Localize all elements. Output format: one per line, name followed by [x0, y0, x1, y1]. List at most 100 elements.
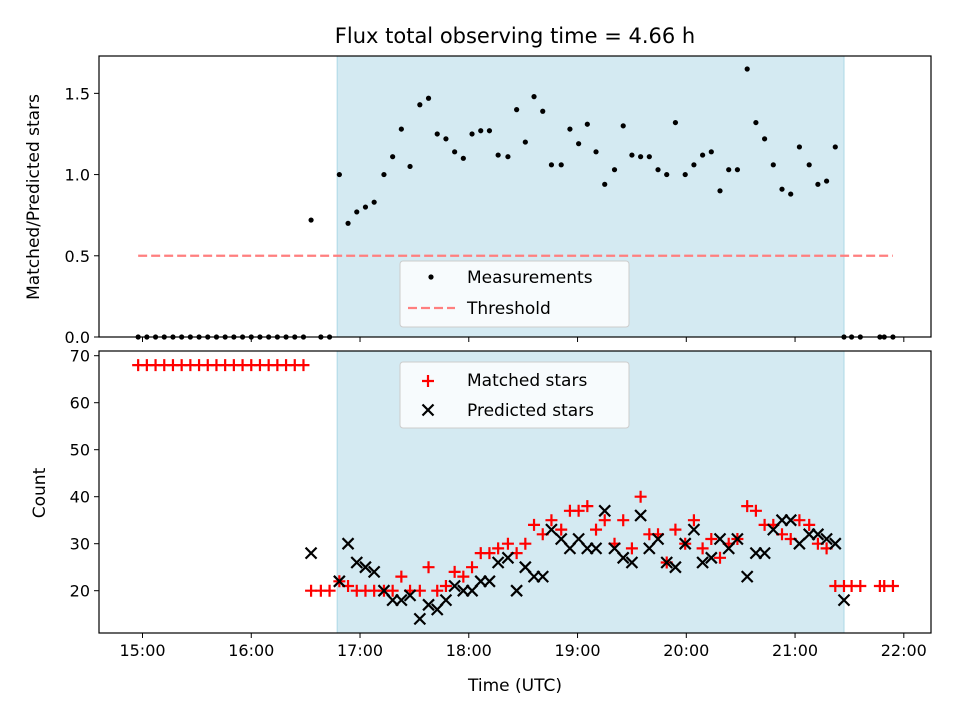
matched-star-point [714, 551, 727, 564]
matched-star-point [422, 561, 435, 574]
matched-star-point [439, 580, 452, 592]
top-legend: Measurements Threshold [399, 260, 630, 328]
predicted-star-point [678, 537, 692, 550]
legend-threshold-label: Threshold [466, 299, 551, 319]
predicted-star-point [705, 551, 718, 565]
measurement-point [638, 154, 644, 160]
legend-predicted-marker [421, 403, 435, 417]
x-tick-label: 16:00 [228, 641, 274, 660]
predicted-star-point [687, 523, 701, 536]
predicted-star-point [669, 560, 682, 574]
matched-star-point [669, 523, 682, 536]
top-legend-box [399, 260, 630, 328]
legend-predicted-label: Predicted stars [467, 401, 594, 421]
predicted-star-point [483, 575, 496, 588]
predicted-star-point [350, 556, 364, 569]
predicted-star-point [616, 551, 630, 565]
predicted-star-point [651, 532, 665, 546]
legend-measurements-label: Measurements [467, 268, 593, 288]
matched-star-point [501, 537, 514, 550]
matched-star-point [886, 580, 899, 592]
predicted-star-point [439, 593, 453, 607]
measurement-point [593, 149, 599, 155]
measurement-point [753, 119, 759, 126]
matched-star-point [483, 547, 496, 560]
measurement-point [558, 162, 564, 168]
measurement-point [796, 144, 803, 150]
measurement-point [602, 181, 608, 187]
legend-measurements-marker [428, 274, 434, 280]
predicted-star-point [589, 542, 603, 555]
measurement-point [434, 131, 440, 137]
predicted-star-point [536, 570, 550, 583]
measurement-point [691, 162, 697, 168]
predicted-star-point [501, 551, 515, 565]
bottom-panel-frame [98, 350, 932, 634]
predicted-star-point [731, 532, 744, 546]
measurement-point [672, 119, 679, 126]
measurement-point [779, 186, 785, 192]
y-tick-label: 1.5 [65, 84, 90, 103]
measurement-point [522, 139, 528, 145]
measurement-point [486, 128, 493, 134]
top-panel-frame [98, 55, 932, 338]
legend-matched-marker [422, 375, 434, 387]
matched-star-point [581, 500, 594, 513]
y-tick-label: 40 [70, 488, 90, 507]
predicted-star-point [598, 504, 612, 518]
measurement-point [708, 149, 714, 155]
measurement-point [734, 167, 741, 173]
predicted-star-point [333, 575, 346, 588]
measurement-point [495, 152, 501, 158]
matched-star-point [386, 584, 399, 597]
measurement-point [478, 128, 484, 134]
matched-star-point [696, 542, 709, 555]
matched-star-point [598, 514, 611, 527]
measurement-point [362, 204, 369, 210]
measurement-point [381, 171, 387, 178]
predicted-star-point [758, 546, 771, 560]
measurement-point [788, 191, 794, 197]
measurement-point [345, 220, 351, 226]
predicted-star-point [634, 509, 647, 522]
measurement-point [452, 149, 458, 155]
measurement-point [460, 155, 466, 161]
predicted-star-point [820, 532, 833, 546]
measurement-point [407, 163, 413, 170]
measurement-point [469, 131, 475, 137]
y-tick-label: 0.5 [65, 247, 90, 266]
predicted-star-point [793, 537, 806, 550]
predicted-star-point [784, 513, 797, 527]
bottom-legend: Matched stars Predicted stars [399, 361, 630, 429]
legend-matched-label: Matched stars [467, 371, 587, 391]
predicted-star-point [448, 579, 461, 593]
matched-star-point [431, 584, 444, 597]
predicted-star-point [491, 556, 505, 569]
measurement-point [806, 162, 812, 168]
predicted-star-point [413, 612, 427, 626]
predicted-star-point [395, 593, 408, 607]
measurement-point [815, 181, 821, 187]
predicted-star-point [367, 565, 381, 579]
bottom-y-axis-label: Count [30, 467, 50, 518]
predicted-star-point [510, 584, 523, 597]
x-tick-label: 17:00 [337, 641, 383, 660]
matched-star-point [519, 537, 532, 550]
matched-star-point [448, 565, 461, 578]
matched-star-point [457, 570, 470, 583]
matched-star-point [625, 542, 638, 555]
matched-star-point [634, 490, 647, 503]
x-tick-label: 19:00 [554, 641, 600, 660]
measurement-point [371, 199, 377, 205]
measurement-point [744, 66, 750, 72]
x-tick-label: 21:00 [772, 641, 818, 660]
measurement-point [336, 171, 342, 178]
matched-star-point [803, 518, 816, 531]
bottom-panel: 15:00 16:00 17:00 18:00 19:00 20:00 21:00 22:00… [70, 347, 932, 660]
matched-star-point [545, 514, 558, 527]
predicted-star-point [829, 537, 842, 550]
y-tick-label: 50 [70, 441, 90, 460]
measurement-point [390, 154, 396, 160]
x-tick-label: 18:00 [446, 641, 492, 660]
predicted-star-point [740, 570, 754, 583]
